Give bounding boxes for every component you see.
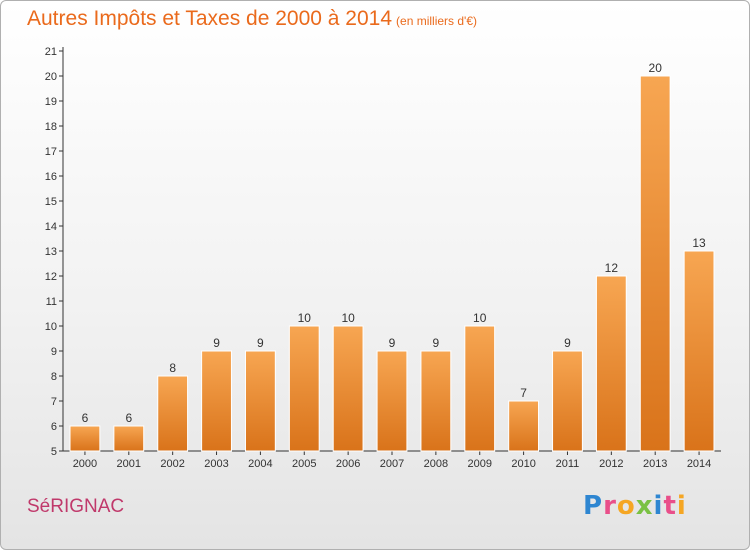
x-tick-label: 2014: [687, 458, 711, 470]
y-tick-label: 13: [45, 246, 57, 258]
logo-letter: r: [603, 491, 617, 521]
y-tick-label: 14: [45, 221, 57, 233]
y-tick-label: 10: [45, 321, 57, 333]
bar: [113, 425, 145, 452]
bar: [157, 375, 189, 452]
bar: [639, 75, 671, 452]
bar-value-label: 9: [433, 336, 440, 350]
bar: [464, 325, 496, 452]
x-tick-label: 2000: [73, 458, 97, 470]
y-tick-label: 16: [45, 171, 57, 183]
y-tick-label: 9: [51, 346, 57, 358]
x-tick-label: 2007: [380, 458, 404, 470]
bar-value-label: 6: [125, 411, 132, 425]
chart-title: Autres Impôts et Taxes de 2000 à 2014 (en…: [27, 7, 477, 31]
y-tick-label: 21: [45, 46, 57, 58]
logo-letter: i: [676, 491, 687, 521]
chart-subtitle: (en milliers d'€): [396, 14, 478, 28]
bar-value-label: 10: [298, 311, 312, 325]
bar: [595, 275, 627, 452]
bar-value-label: 10: [473, 311, 487, 325]
bar-value-label: 20: [649, 61, 663, 75]
y-tick-label: 20: [45, 71, 57, 83]
y-tick-label: 5: [51, 446, 57, 458]
bar: [201, 350, 232, 452]
x-tick-label: 2004: [248, 458, 272, 470]
bar: [288, 325, 320, 452]
bar: [69, 425, 101, 452]
bar: [508, 400, 540, 452]
logo-letter: o: [616, 491, 636, 521]
chart-value-labels: 6 6 8 9 9 10 10 9 9 10 7 9 12 20 13: [82, 61, 706, 425]
logo-letter: P: [583, 491, 604, 521]
logo-letter: t: [663, 491, 677, 521]
logo-letter: x: [635, 491, 654, 521]
x-tick-label: 2003: [204, 458, 228, 470]
x-tick-label: 2011: [556, 458, 580, 470]
x-tick-label: 2001: [117, 458, 141, 470]
bar-value-label: 9: [257, 336, 264, 350]
x-tick-label: 2010: [511, 458, 535, 470]
bar: [420, 350, 452, 452]
x-tick-label: 2009: [467, 458, 491, 470]
y-tick-label: 19: [45, 96, 57, 108]
bar-value-label: 6: [82, 411, 89, 425]
bar-value-label: 9: [389, 336, 396, 350]
y-tick-label: 12: [45, 271, 57, 283]
x-tick-label: 2013: [643, 458, 667, 470]
x-tick-label: 2006: [336, 458, 360, 470]
y-tick-label: 7: [51, 396, 57, 408]
y-tick-label: 11: [46, 296, 57, 308]
bar-value-label: 8: [169, 361, 176, 375]
y-tick-label: 8: [51, 371, 57, 383]
y-tick-label: 15: [45, 196, 57, 208]
chart-bars: [69, 75, 715, 452]
bar: [552, 350, 583, 452]
y-tick-label: 17: [45, 146, 57, 158]
bar-value-label: 9: [213, 336, 220, 350]
proxiti-logo: Proxiti: [583, 491, 687, 521]
bar: [376, 350, 408, 452]
city-name: SéRIGNAC: [27, 496, 125, 517]
bar-value-label: 10: [341, 311, 355, 325]
x-tick-label: 2002: [160, 458, 184, 470]
x-tick-label: 2008: [424, 458, 448, 470]
x-tick-label: 2012: [599, 458, 623, 470]
y-tick-label: 6: [51, 421, 57, 433]
bar-value-label: 7: [520, 386, 527, 400]
bar: [683, 250, 715, 452]
x-tick-label: 2005: [292, 458, 316, 470]
chart-title-text: Autres Impôts et Taxes de 2000 à 2014: [27, 7, 393, 30]
y-tick-label: 18: [45, 121, 57, 133]
bar: [244, 350, 276, 452]
bar-value-label: 13: [692, 236, 706, 250]
bar: [332, 325, 364, 452]
bar-value-label: 9: [564, 336, 571, 350]
logo-letter: i: [653, 491, 664, 521]
bar-value-label: 12: [605, 261, 619, 275]
